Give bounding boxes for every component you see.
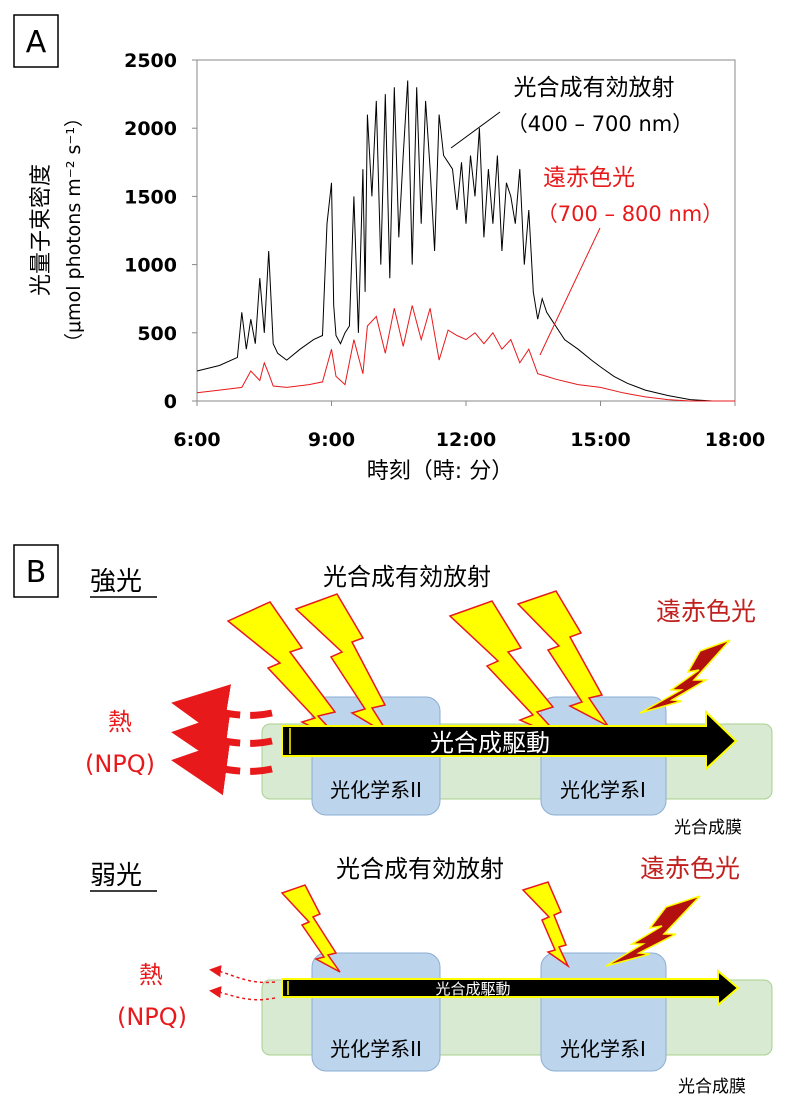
x-tick-label: 9:00 — [308, 429, 355, 451]
y-tick-label: 1500 — [124, 186, 177, 208]
annotation-fr-leader — [539, 227, 601, 356]
strong-par-label: 光合成有効放射 — [323, 563, 491, 591]
panel-b-label: B — [26, 555, 47, 590]
x-tick-label: 12:00 — [436, 429, 496, 451]
series-par-line — [196, 80, 735, 402]
strong-light-diagram: 強光 光合成有効放射 遠赤色光 熱 (NPQ) 光合成駆動 — [85, 563, 773, 838]
weak-drive-arrow — [281, 968, 740, 1008]
panel-a: A 0 500 1000 1500 2000 2500 6:00 9:00 12:00 15:0… — [13, 14, 765, 484]
weak-psii-label: 光化学系II — [330, 1037, 422, 1061]
strong-membrane-label: 光合成膜 — [674, 818, 742, 838]
weak-drive-label: 光合成駆動 — [435, 980, 510, 998]
strong-drive-arrow — [281, 709, 738, 772]
x-tick-label: 15:00 — [570, 429, 630, 451]
x-tick-labels: 6:00 9:00 12:00 15:00 18:00 — [173, 429, 765, 451]
weak-psi-label: 光化学系I — [560, 1037, 646, 1061]
plot-area — [196, 59, 736, 402]
tick-marks — [192, 59, 736, 406]
x-axis-label: 時刻（時: 分） — [367, 459, 513, 484]
strong-heat-arrow-1 — [171, 684, 273, 740]
y-tick-label: 0 — [164, 391, 177, 413]
strong-fr-label: 遠赤色光 — [656, 597, 756, 626]
weak-par-bolt-1 — [280, 884, 341, 973]
strong-heat-arrow-3 — [171, 739, 273, 796]
panel-b-label-box — [13, 544, 59, 598]
weak-par-label: 光合成有効放射 — [336, 855, 504, 883]
y-axis-label-line1: 光量子束密度 — [29, 164, 54, 296]
strong-heading: 強光 — [90, 567, 142, 597]
x-tick-label: 18:00 — [705, 429, 765, 451]
annotation-par-leader — [450, 111, 501, 149]
weak-heading: 弱光 — [90, 861, 142, 891]
panel-a-label-box — [13, 14, 59, 68]
weak-heat-arrow-1 — [209, 965, 276, 984]
weak-fr-bolt — [605, 895, 701, 967]
annotation-par-title: 光合成有効放射 — [514, 75, 675, 101]
strong-drive-label: 光合成駆動 — [430, 729, 550, 757]
strong-heat-label: 熱 — [108, 708, 132, 736]
strong-psi-label: 光化学系I — [560, 778, 646, 802]
x-tick-label: 6:00 — [173, 429, 220, 451]
strong-npq-label: (NPQ) — [85, 750, 155, 778]
annotation-par-range: （400 – 700 nm） — [507, 112, 693, 136]
annotation-fr-range: （700 – 800 nm） — [537, 202, 723, 226]
weak-par-bolt-2 — [521, 881, 570, 969]
weak-npq-label: (NPQ) — [117, 1003, 187, 1031]
y-tick-label: 2000 — [124, 118, 177, 140]
panel-a-label: A — [26, 25, 47, 60]
weak-heat-label: 熱 — [139, 961, 163, 989]
y-tick-label: 500 — [137, 323, 177, 345]
strong-par-bolt-4 — [516, 590, 609, 727]
strong-par-bolt-2 — [294, 593, 390, 736]
y-tick-label: 1000 — [124, 255, 177, 277]
strong-fr-bolt — [639, 639, 731, 714]
strong-heat-arrow-2 — [171, 711, 273, 768]
y-tick-labels: 0 500 1000 1500 2000 2500 — [124, 50, 177, 413]
panel-b: B 強光 光合成有効放射 遠赤色光 熱 (NPQ) — [13, 544, 773, 1097]
weak-light-diagram: 弱光 光合成有効放射 遠赤色光 熱 (NPQ) 光合成駆動 光化学系II 光化学… — [90, 854, 773, 1097]
y-axis-label-line2: （μmol photons m⁻² s⁻¹） — [63, 108, 85, 352]
weak-fr-label: 遠赤色光 — [640, 854, 740, 883]
annotation-fr-title: 遠赤色光 — [543, 165, 635, 191]
y-tick-label: 2500 — [124, 50, 177, 72]
weak-heat-arrow-2 — [209, 986, 276, 1001]
strong-psii-label: 光化学系II — [330, 778, 422, 802]
series-far-red-line — [196, 305, 735, 402]
weak-membrane-label: 光合成膜 — [678, 1077, 746, 1097]
